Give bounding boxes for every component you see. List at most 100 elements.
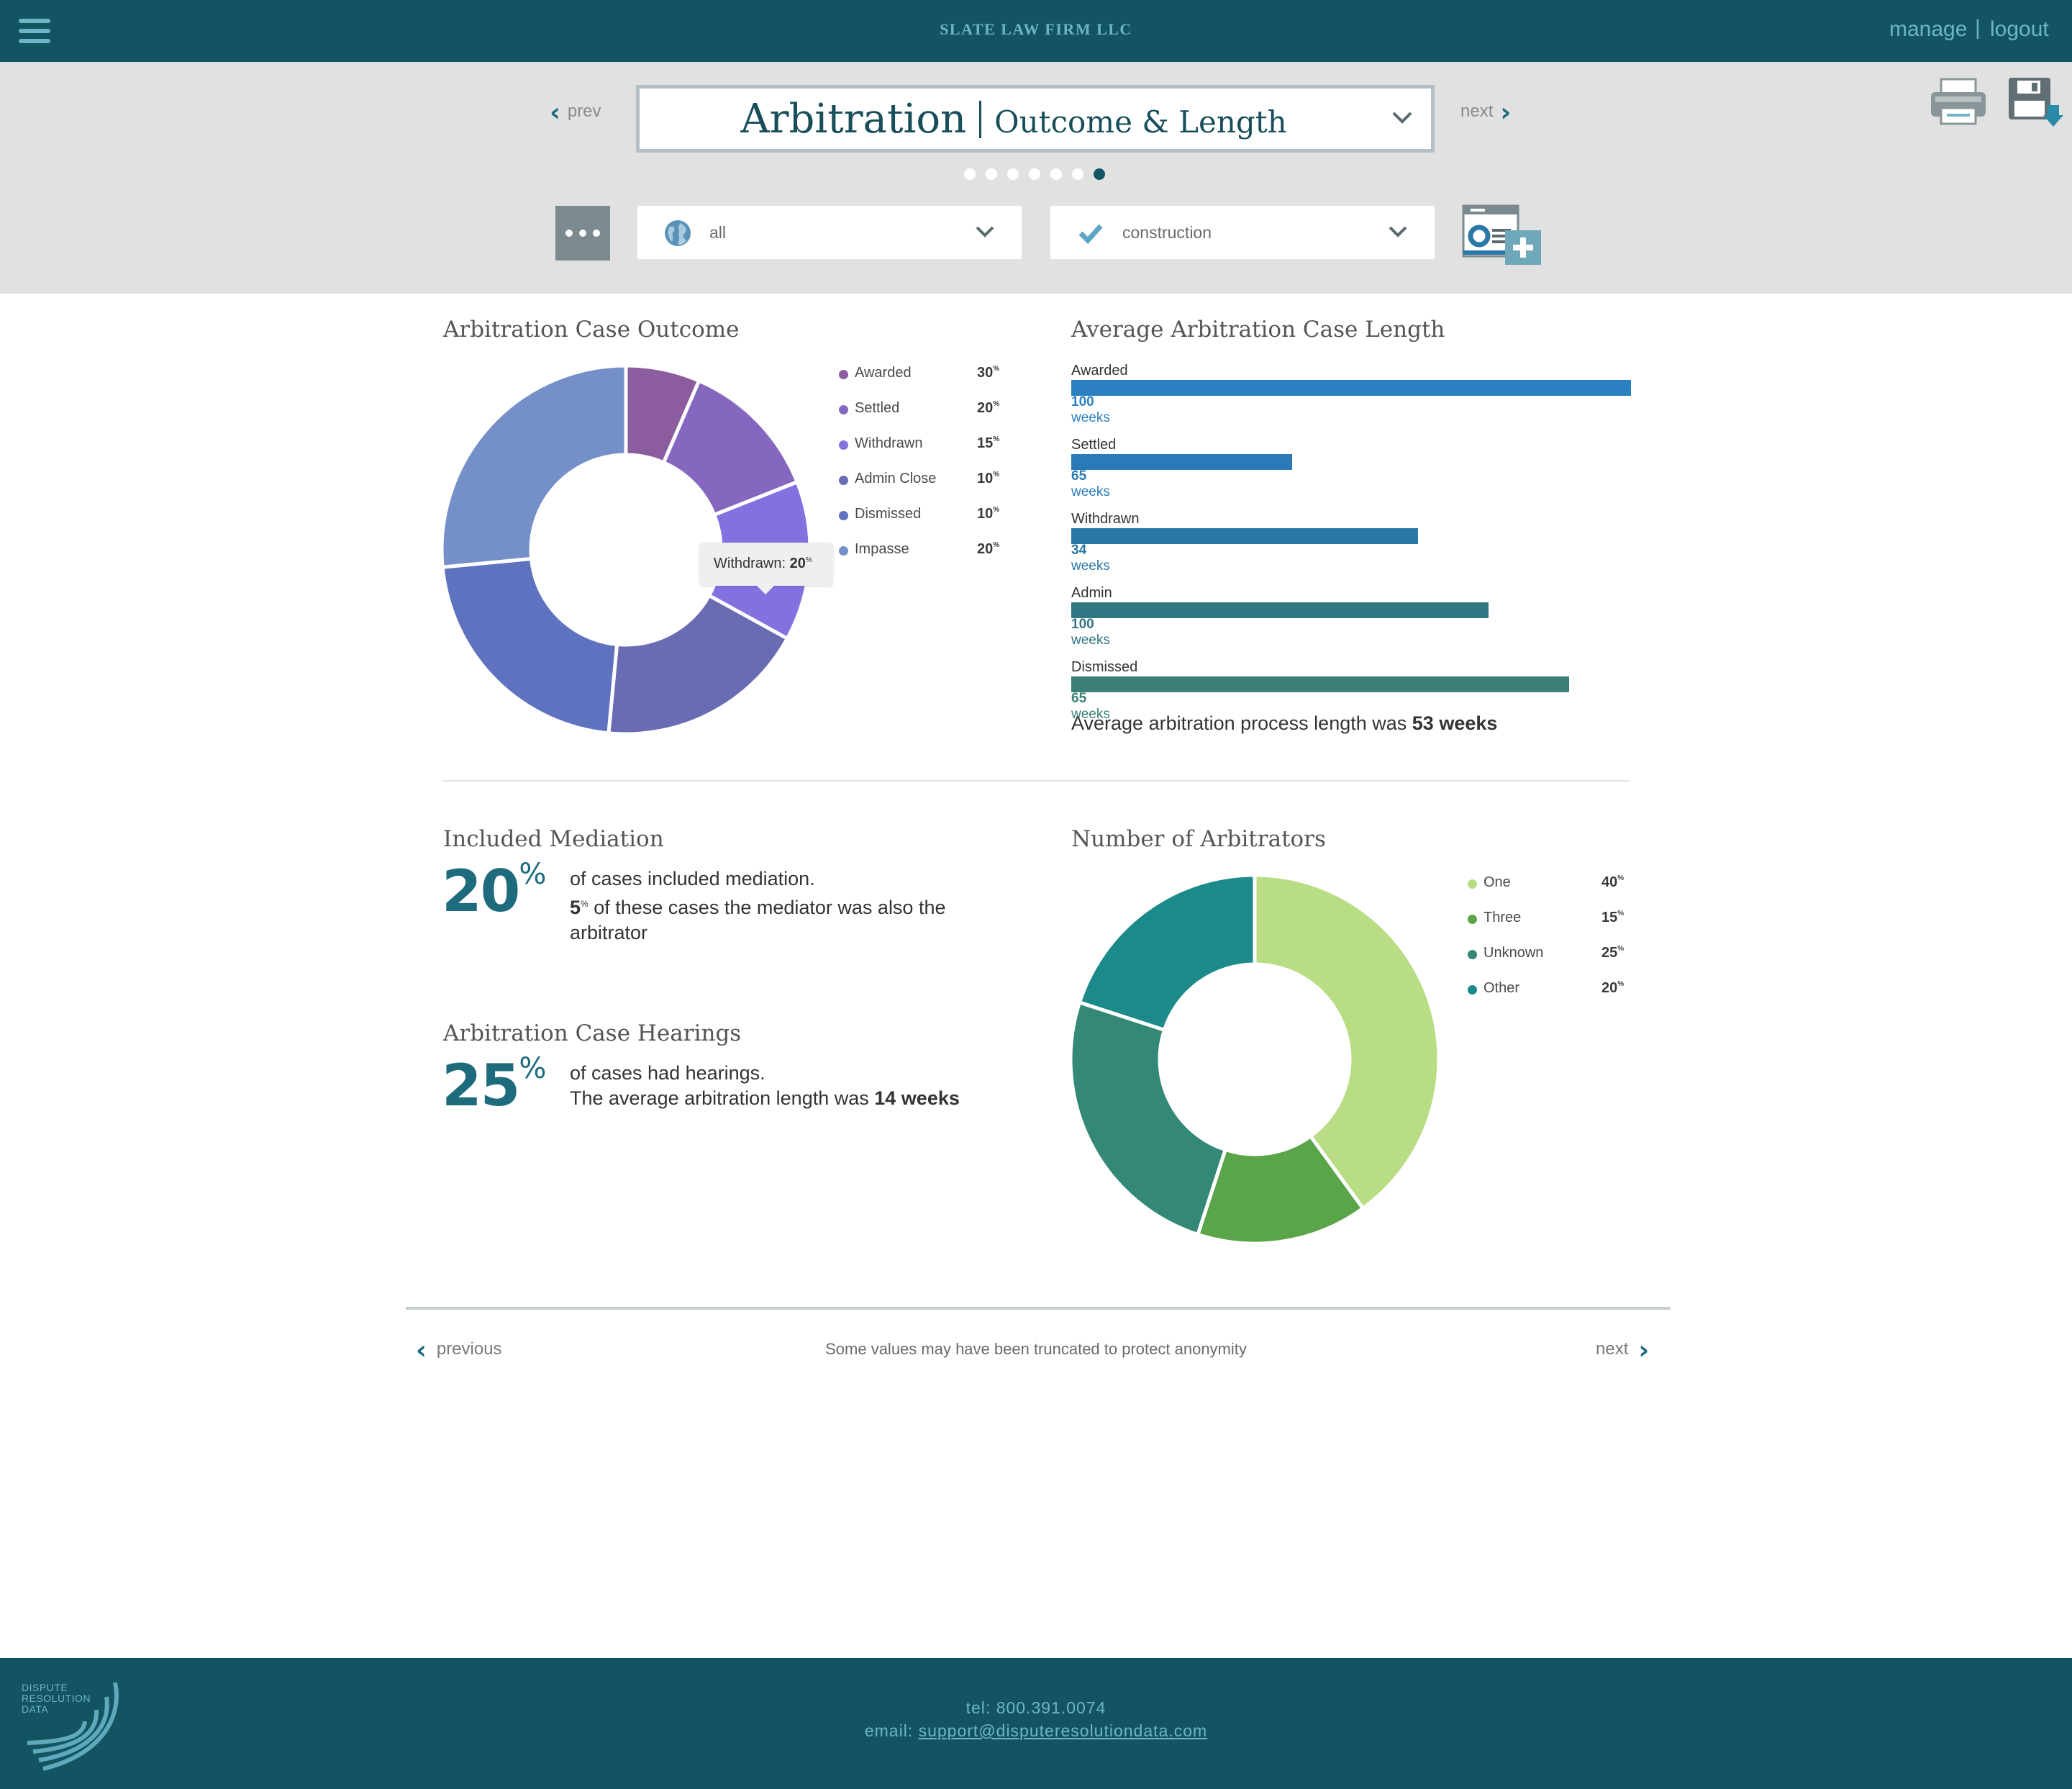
bar-withdrawn[interactable] <box>1071 528 1418 544</box>
legend-value: 15% <box>977 435 1000 451</box>
legend-value: 20% <box>1601 980 1625 996</box>
arbitrators-chart-title: Number of Arbitrators <box>1071 826 1326 852</box>
legend-item[interactable]: Three 15% <box>1468 907 1633 929</box>
outcome-chart-title: Arbitration Case Outcome <box>443 317 740 343</box>
logo-text-line-3: DATA <box>22 1703 49 1715</box>
average-length-text: Average arbitration process length was <box>1071 712 1407 734</box>
bar-value-label: 34 weeks <box>1071 543 1110 574</box>
support-email-link[interactable]: support@disputeresolutiondata.com <box>918 1721 1208 1740</box>
footer-nav-divider <box>406 1307 1671 1310</box>
mediation-line-2: of these cases the mediator was also the… <box>570 897 946 943</box>
legend-label: Admin Close <box>855 471 937 486</box>
page-dot[interactable] <box>1094 168 1105 180</box>
page-dot[interactable] <box>1029 168 1040 180</box>
length-chart-title: Average Arbitration Case Length <box>1071 317 1445 343</box>
donut-slice-one[interactable] <box>1253 873 1441 1211</box>
hamburger-menu-icon[interactable] <box>19 19 50 43</box>
bar-value-label: 65 weeks <box>1071 691 1110 722</box>
bar-label: Dismissed <box>1071 659 1138 675</box>
industry-filter-select[interactable]: construction <box>1050 206 1435 259</box>
section-title-main: Arbitration <box>740 96 967 142</box>
bar-label: Settled <box>1071 437 1117 453</box>
legend-value: 10% <box>977 471 1000 486</box>
donut-slice-dismissed[interactable] <box>440 556 619 735</box>
donut-slice-impasse[interactable] <box>440 363 628 569</box>
mediation-percent-sign: % <box>519 858 546 891</box>
legend-label: Awarded <box>855 365 912 381</box>
tooltip-label: Withdrawn: <box>714 556 786 571</box>
bar-label: Withdrawn <box>1071 511 1140 527</box>
phone-number: 800.391.0074 <box>996 1698 1107 1717</box>
more-options-button[interactable] <box>555 206 610 261</box>
next-section-label: next <box>1460 101 1494 121</box>
page-dot[interactable] <box>1072 168 1083 180</box>
legend-item[interactable]: Dismissed 10% <box>839 504 1004 525</box>
legend-value: 20% <box>977 400 1000 416</box>
page-dot[interactable] <box>964 168 976 180</box>
average-length-value: 53 weeks <box>1412 712 1498 734</box>
legend-swatch <box>1468 985 1477 995</box>
add-chart-icon[interactable] <box>1462 204 1542 266</box>
bar-dismissed[interactable] <box>1071 676 1569 692</box>
tooltip-unit: % <box>805 556 812 564</box>
legend-item[interactable]: Unknown 25% <box>1468 943 1633 964</box>
legend-item[interactable]: Other 20% <box>1468 978 1633 1000</box>
outcome-legend: Awarded 30% Settled 20% Withdrawn 15% Admin Cl… <box>839 363 1004 564</box>
donut-slice-other[interactable] <box>1077 873 1257 1033</box>
anonymity-note: Some values may have been truncated to p… <box>825 1340 1247 1358</box>
legend-item[interactable]: Withdrawn 15% <box>839 433 1004 455</box>
legend-item[interactable]: Admin Close 10% <box>839 468 1004 490</box>
page-dot[interactable] <box>986 168 997 180</box>
section-title: Arbitration Outcome & Length <box>640 96 1388 142</box>
legend-item[interactable]: Awarded 30% <box>839 363 1004 384</box>
legend-swatch <box>1468 950 1477 959</box>
next-page-button[interactable]: next › <box>1596 1336 1649 1365</box>
hearings-percent: 25% <box>442 1052 546 1119</box>
region-filter-select[interactable]: all <box>637 206 1022 259</box>
region-filter-value: all <box>709 223 727 242</box>
prev-section-button[interactable]: ‹ prev <box>550 98 601 127</box>
section-select[interactable]: Arbitration Outcome & Length <box>636 85 1435 153</box>
hearings-line-1: of cases had hearings. <box>570 1062 765 1084</box>
previous-page-button[interactable]: ‹ previous <box>416 1336 502 1365</box>
chevron-down-icon <box>976 226 994 237</box>
next-section-button[interactable]: next › <box>1460 98 1511 127</box>
mediation-percent-value: 20 <box>442 858 520 925</box>
mediation-title: Included Mediation <box>443 826 664 852</box>
donut-slice-three[interactable] <box>1195 1133 1366 1246</box>
donut-slice-settled[interactable] <box>661 378 800 517</box>
page-dot[interactable] <box>1007 168 1019 180</box>
legend-label: One <box>1483 874 1511 890</box>
hearings-percent-sign: % <box>519 1052 546 1085</box>
legend-label: Settled <box>855 400 900 416</box>
logo-text-line-1: DISPUTE <box>22 1682 68 1693</box>
donut-slice-unknown[interactable] <box>1068 1000 1228 1237</box>
section-title-divider <box>979 101 982 138</box>
email-label: email: <box>864 1721 914 1740</box>
chevron-right-icon: › <box>1500 98 1512 127</box>
legend-item[interactable]: Settled 20% <box>839 398 1004 420</box>
donut-slice-admin-close[interactable] <box>606 593 790 736</box>
bar-admin-close[interactable] <box>1071 602 1489 618</box>
legend-item[interactable]: One 40% <box>1468 872 1633 894</box>
logo-text-line-2: RESOLUTION <box>22 1693 91 1704</box>
page-indicator <box>964 168 1105 180</box>
top-header-bar <box>0 0 2072 62</box>
legend-value: 30% <box>977 365 1000 381</box>
firm-name: SLATE LAW FIRM LLC <box>940 20 1132 38</box>
mediation-sub-sign: % <box>581 899 589 909</box>
legend-item[interactable]: Impasse 20% <box>839 539 1004 561</box>
manage-link[interactable]: manage <box>1889 17 1968 41</box>
bar-settled[interactable] <box>1071 454 1292 470</box>
bar-awarded[interactable] <box>1071 380 1631 396</box>
legend-swatch <box>839 405 848 415</box>
previous-page-label: previous <box>436 1339 502 1359</box>
chart-tooltip: Withdrawn: 20% <box>699 543 833 594</box>
hearings-title: Arbitration Case Hearings <box>443 1020 742 1046</box>
page-dot[interactable] <box>1050 168 1062 180</box>
save-download-icon[interactable] <box>2007 76 2065 128</box>
logout-link[interactable]: logout <box>1990 17 2049 41</box>
logo-text: DISPUTE RESOLUTION DATA <box>22 1682 91 1715</box>
checkmark-icon <box>1078 224 1103 245</box>
printer-icon[interactable] <box>1928 76 1989 127</box>
